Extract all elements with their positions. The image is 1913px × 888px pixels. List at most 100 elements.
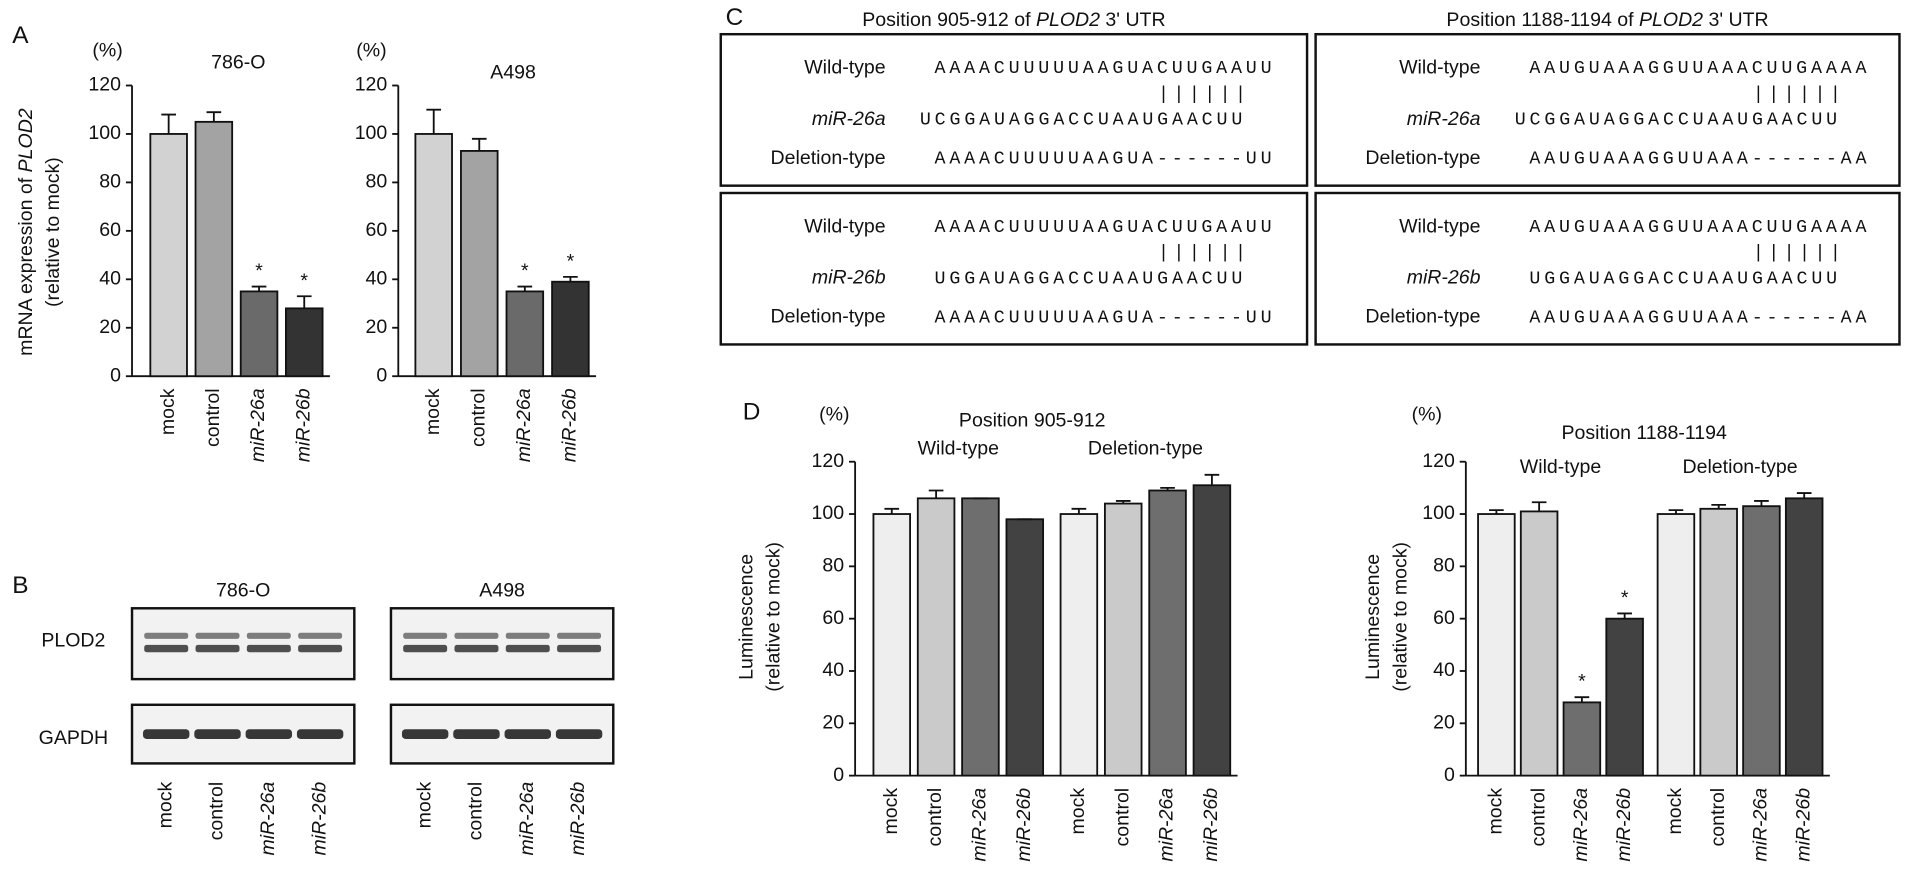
error-bar bbox=[1071, 507, 1087, 515]
error-bar bbox=[1160, 486, 1175, 491]
row-label: Deletion-type bbox=[1365, 147, 1480, 169]
y-tick-label: 120 bbox=[1422, 450, 1455, 472]
error-bar bbox=[1754, 500, 1769, 507]
pairing: |||||| bbox=[1158, 84, 1246, 105]
row-label: Wild-type bbox=[1399, 57, 1480, 79]
row-label: Deletion-type bbox=[771, 306, 886, 328]
bar bbox=[1477, 513, 1516, 777]
error-bar bbox=[1668, 509, 1684, 515]
y-tick-label: 100 bbox=[1422, 502, 1455, 524]
bar bbox=[414, 133, 453, 378]
sequence: UCGGAUAGGACCUAAUGAACUU bbox=[920, 110, 1242, 131]
x-tick-label: control bbox=[1111, 788, 1133, 847]
sequence: AAAACUUUUUAAGUACUUGAAUU bbox=[935, 217, 1272, 238]
error-bar bbox=[471, 137, 487, 151]
x-tick-label: mock bbox=[1485, 788, 1507, 835]
sequence: AAUGUAAAGGUUAAACUUGAAAA bbox=[1529, 58, 1866, 79]
y-tick-label: 100 bbox=[812, 502, 845, 524]
x-tick-label: mock bbox=[157, 388, 179, 435]
error-bar bbox=[1531, 501, 1547, 512]
sequence: AAAACUUUUUAAGUA------UU bbox=[935, 307, 1272, 328]
error-bar bbox=[1489, 509, 1504, 515]
bar bbox=[551, 280, 590, 378]
x-tick-label: miR-26a bbox=[247, 388, 269, 462]
row-label: Deletion-type bbox=[771, 147, 886, 169]
error-bar bbox=[1574, 696, 1590, 703]
y-tick-label: 20 bbox=[366, 316, 388, 338]
bar bbox=[1605, 617, 1644, 777]
band bbox=[454, 632, 499, 639]
sequence: AAAACUUUUUAAGUACUUGAAUU bbox=[935, 58, 1272, 79]
cell-line-label: 786-O bbox=[216, 579, 270, 601]
x-tick-label: miR-26a bbox=[1156, 788, 1178, 862]
band bbox=[454, 644, 499, 653]
lane-label: control bbox=[206, 782, 228, 841]
band bbox=[557, 632, 602, 639]
error-bar bbox=[1115, 500, 1131, 504]
chart-title: Position 905-912 bbox=[959, 410, 1106, 432]
chart-title: Position 1188-1194 bbox=[1561, 422, 1727, 444]
bar bbox=[239, 290, 279, 378]
x-tick-label: mock bbox=[1664, 788, 1686, 835]
significance-mark: * bbox=[255, 260, 263, 282]
bar bbox=[1103, 502, 1143, 777]
x-tick-label: miR-26b bbox=[1613, 788, 1635, 862]
y-axis-label-gene: PLOD2 bbox=[15, 108, 37, 172]
y-axis-label: (relative to mock) bbox=[763, 542, 785, 692]
error-bar bbox=[296, 295, 312, 309]
error-bar bbox=[928, 489, 944, 499]
bar bbox=[961, 497, 1000, 777]
y-axis-label-part: Luminescence bbox=[736, 554, 758, 680]
panel-label: D bbox=[743, 398, 761, 425]
x-tick-label: mock bbox=[422, 388, 444, 435]
sequence: AAAACUUUUUAAGUA------UU bbox=[935, 149, 1272, 170]
y-tick-label: 20 bbox=[822, 711, 844, 733]
c-header-part: 3' UTR bbox=[1703, 9, 1769, 31]
sequence: UGGAUAGGACCUAAUGAACUU bbox=[1529, 268, 1837, 289]
protein-label: GAPDH bbox=[39, 727, 108, 749]
y-axis-label: Luminescence bbox=[1362, 554, 1384, 680]
x-tick-label: miR-26a bbox=[513, 388, 535, 462]
band bbox=[296, 729, 344, 739]
error-bar bbox=[206, 111, 222, 122]
band bbox=[401, 729, 449, 739]
c-header-gene: PLOD2 bbox=[1036, 9, 1100, 31]
c-header-gene: PLOD2 bbox=[1639, 9, 1703, 31]
x-tick-label: control bbox=[202, 388, 224, 447]
x-tick-label: mock bbox=[1067, 788, 1089, 835]
y-tick-label: 60 bbox=[99, 219, 121, 241]
error-bar bbox=[1617, 612, 1632, 619]
band bbox=[246, 644, 291, 653]
bar bbox=[1784, 497, 1824, 777]
bar bbox=[1519, 510, 1559, 777]
y-tick-label: 40 bbox=[366, 267, 388, 289]
band bbox=[298, 644, 343, 653]
band bbox=[555, 729, 603, 739]
y-tick-label: 0 bbox=[110, 364, 121, 386]
unit-label: (%) bbox=[92, 39, 122, 61]
lane-label: miR-26a bbox=[516, 782, 538, 856]
x-tick-label: miR-26b bbox=[559, 388, 581, 462]
x-tick-label: control bbox=[1707, 788, 1729, 847]
error-bar bbox=[251, 285, 267, 292]
bar bbox=[872, 513, 912, 777]
bar bbox=[1005, 518, 1045, 777]
error-bar bbox=[563, 275, 578, 282]
row-label: Wild-type bbox=[804, 57, 885, 79]
bar bbox=[1742, 505, 1781, 777]
y-tick-label: 40 bbox=[99, 267, 121, 289]
row-label: Wild-type bbox=[1399, 215, 1480, 237]
lane-label: miR-26b bbox=[308, 782, 330, 856]
band bbox=[403, 644, 448, 653]
y-axis-label: mRNA expression of PLOD2 bbox=[15, 108, 37, 356]
band bbox=[505, 644, 550, 653]
bar bbox=[505, 290, 545, 378]
y-tick-label: 0 bbox=[833, 764, 844, 786]
x-tick-label: control bbox=[924, 788, 946, 847]
bar bbox=[285, 307, 324, 378]
y-tick-label: 100 bbox=[355, 122, 388, 144]
y-tick-label: 20 bbox=[99, 316, 121, 338]
y-axis-label: (relative to mock) bbox=[42, 157, 64, 307]
y-axis-label: Luminescence bbox=[736, 554, 758, 680]
